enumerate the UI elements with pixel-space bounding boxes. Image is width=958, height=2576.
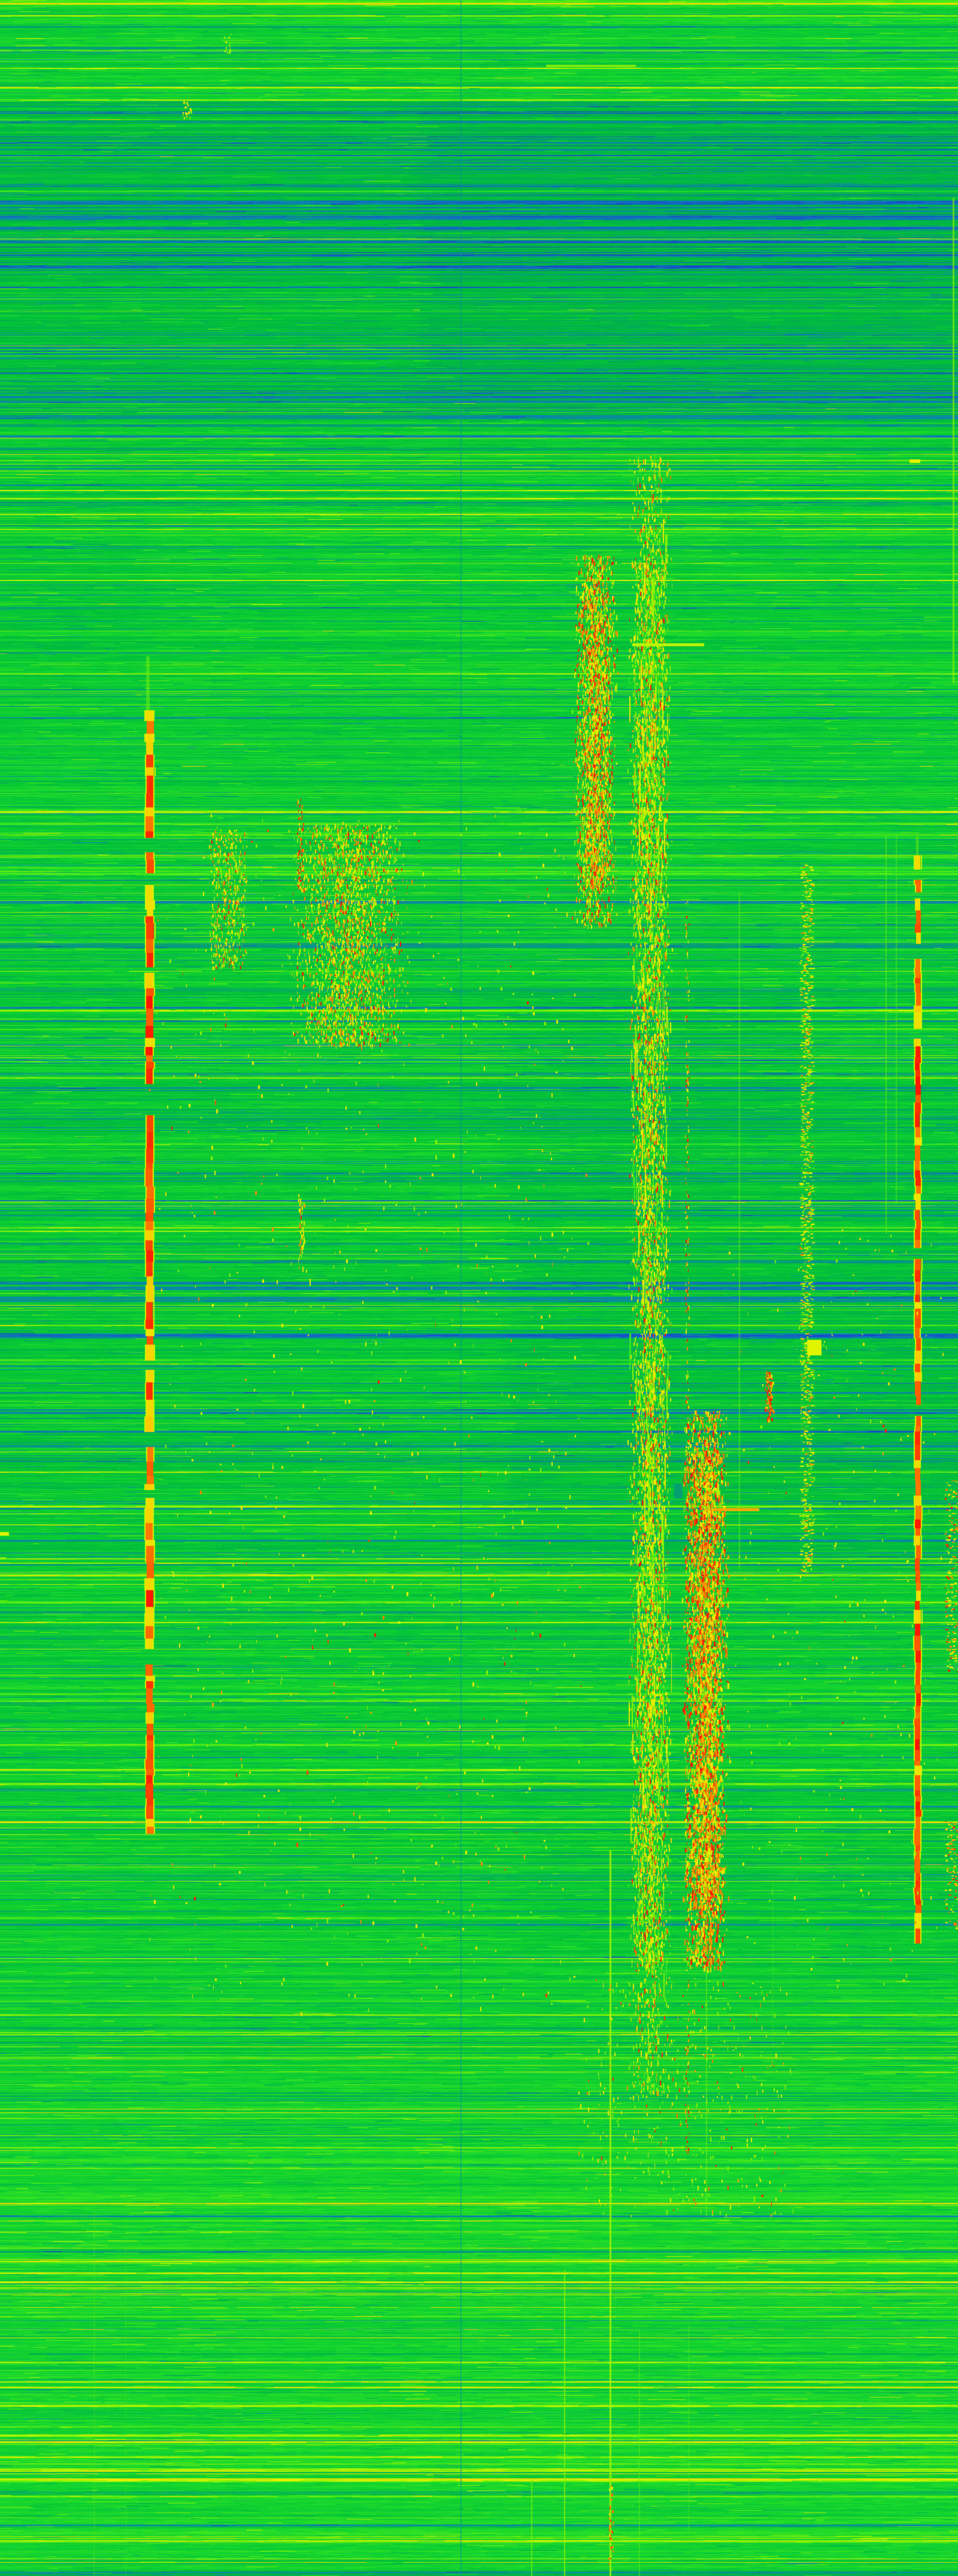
spectrogram-waterfall-view [0, 0, 958, 2576]
spectrogram-waterfall-canvas [0, 0, 958, 2576]
